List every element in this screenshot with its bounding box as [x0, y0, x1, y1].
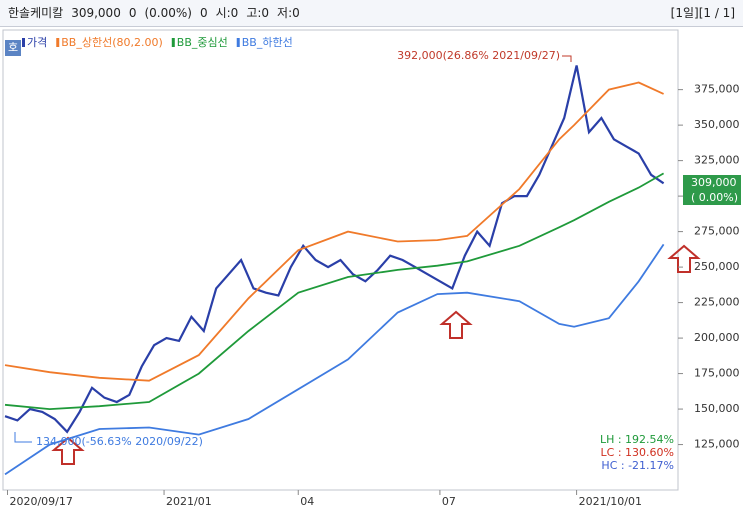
y-tick-label: 200,000	[694, 331, 740, 344]
legend-swatch	[171, 38, 175, 47]
y-tick-label: 125,000	[694, 438, 740, 451]
header-field: 저:0	[277, 6, 300, 20]
y-tick-label: 150,000	[694, 402, 740, 415]
last-price-box	[683, 175, 741, 205]
legend-swatch	[56, 38, 60, 47]
x-tick-label: 2021/10/01	[579, 495, 642, 508]
y-tick-label: 375,000	[694, 83, 740, 96]
header: 한솔케미칼 309,000 0 (0.00%) 0 시:0 고:0 저:0 [1일][1 / 1…	[0, 0, 743, 27]
stat: LC : 130.60%	[601, 446, 674, 459]
x-tick-label: 2020/09/17	[9, 495, 72, 508]
last-price: 309,000	[691, 176, 737, 189]
series-line	[4, 81, 664, 382]
header-field: 309,000	[71, 6, 121, 20]
max-pointer	[562, 55, 572, 62]
header-field: 0	[199, 6, 208, 20]
y-tick-label: 350,000	[694, 118, 740, 131]
header-field: 한솔케미칼	[8, 6, 64, 20]
legend-label: BB_하한선	[242, 35, 293, 49]
last-change: ( 0.00%)	[691, 191, 738, 204]
x-tick-label: 07	[442, 495, 456, 508]
legend-label: BB_상한선(80,2.00)	[61, 36, 163, 49]
y-tick-label: 275,000	[694, 225, 740, 238]
header-field: 시:0	[215, 6, 239, 20]
y-tick-label: 175,000	[694, 367, 740, 380]
y-tick-label: 250,000	[694, 260, 740, 273]
legend-swatch	[22, 38, 25, 47]
legend-swatch	[236, 38, 240, 47]
header-field: (0.00%)	[144, 6, 192, 20]
header-field: 고:0	[246, 6, 270, 20]
button-label: 호	[8, 41, 18, 54]
max-annotation: 392,000(26.86% 2021/09/27)	[397, 49, 560, 62]
x-tick-label: 04	[300, 495, 314, 508]
series-line	[4, 65, 665, 434]
series-line	[4, 243, 665, 476]
x-tick-label: 2021/01	[166, 495, 212, 508]
page-indicator[interactable]: [1일][1 / 1]	[670, 6, 735, 20]
stat: HC : -21.17%	[601, 459, 674, 472]
series-line	[4, 172, 665, 411]
min-pointer	[14, 432, 32, 443]
y-tick-label: 325,000	[694, 154, 740, 167]
legend-label: 가격	[27, 36, 47, 49]
min-annotation: 134,000(-56.63% 2020/09/22)	[36, 435, 203, 448]
y-tick-label: 225,000	[694, 296, 740, 309]
header-field: 0	[128, 6, 137, 20]
button[interactable]	[5, 40, 21, 56]
arrows	[51, 244, 701, 465]
stat: LH : 192.54%	[600, 433, 674, 446]
legend-label: BB_중심선	[177, 36, 228, 49]
